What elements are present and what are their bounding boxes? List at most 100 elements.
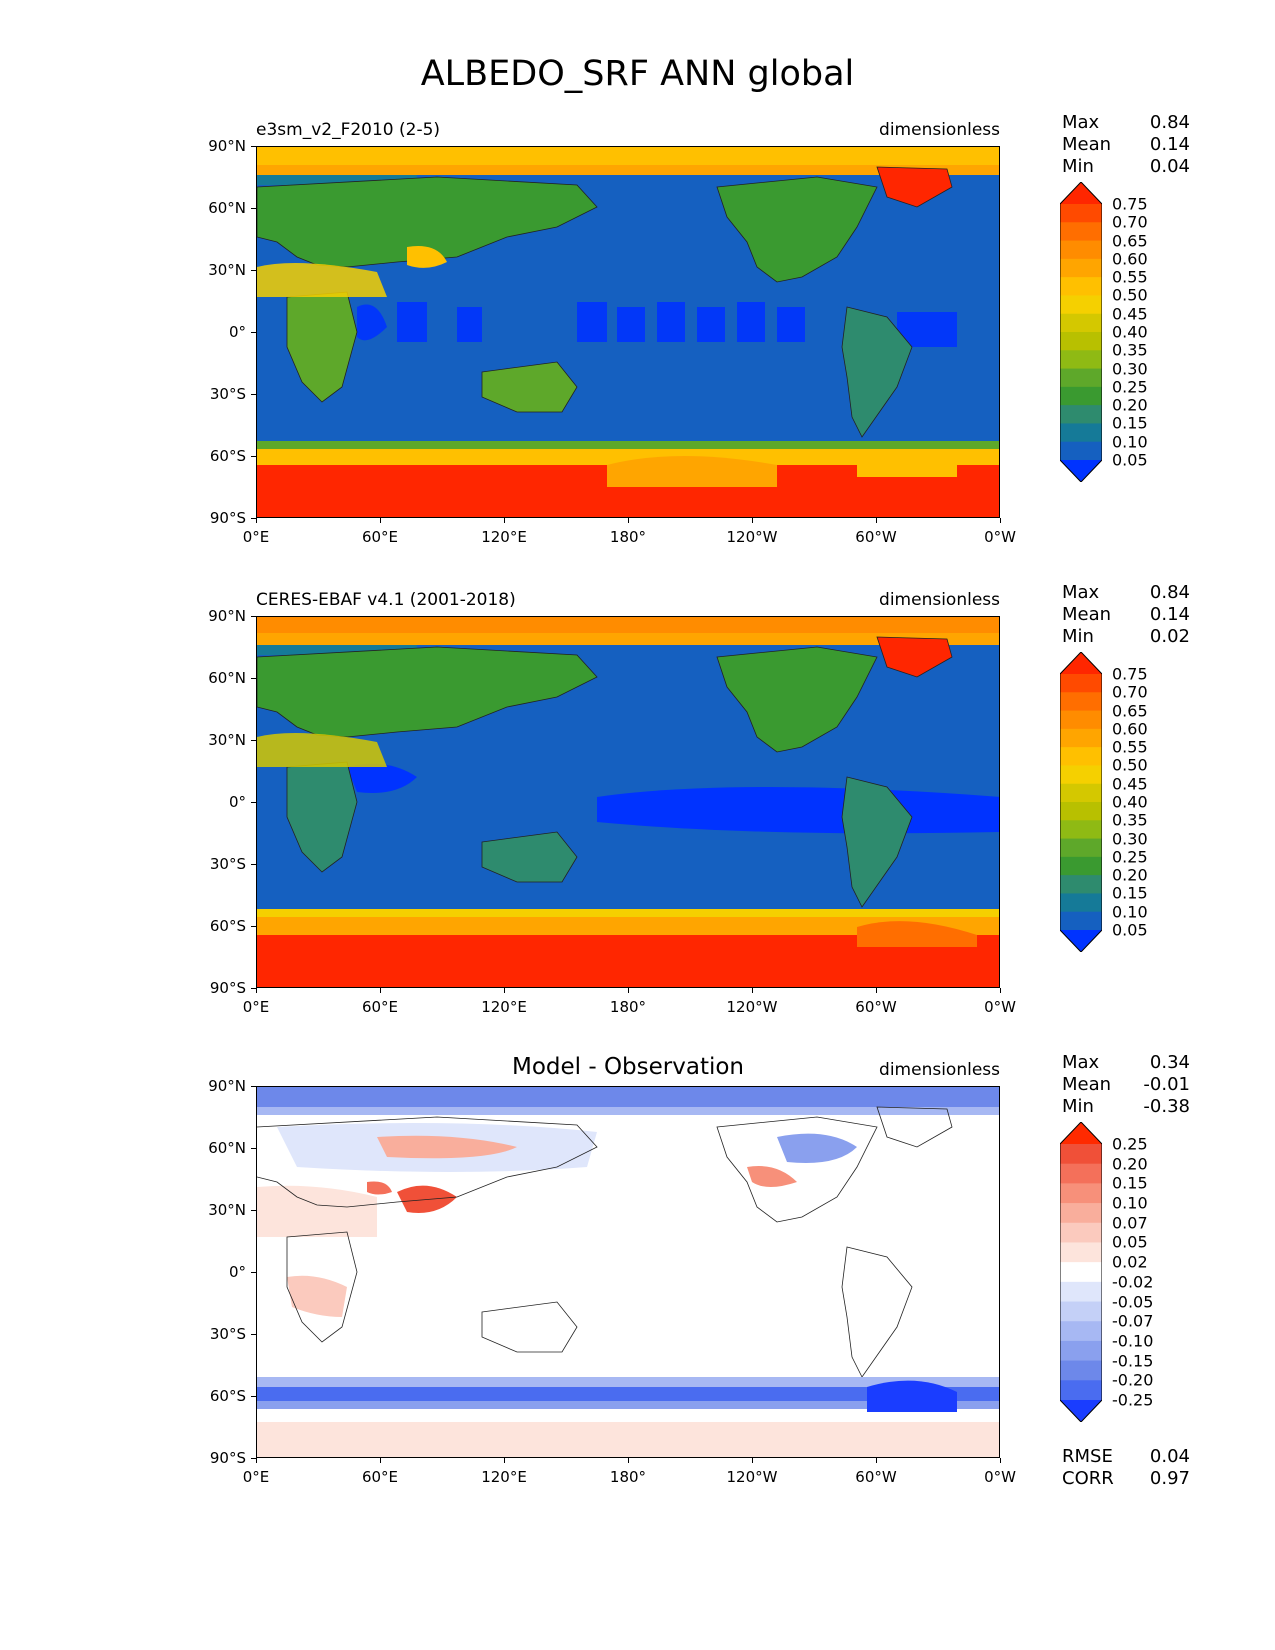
colorbar-level-label: 0.65	[1112, 231, 1148, 251]
colorbar-segment	[1060, 802, 1102, 821]
stat-min-label: Min	[1062, 156, 1094, 177]
colorbar-level-label: 0.10	[1112, 432, 1148, 452]
x-tick-label: 120°W	[726, 528, 778, 546]
colorbar-level-label: -0.07	[1112, 1311, 1154, 1331]
colorbar-level-label: 0.20	[1112, 1154, 1148, 1174]
panel-title: CERES-EBAF v4.1 (2001-2018)	[256, 590, 516, 610]
colorbar-segment	[1060, 204, 1102, 223]
x-tick-mark	[752, 1458, 753, 1463]
stat-max-label: Max	[1062, 112, 1100, 133]
stats-box: Max 0.84 Mean 0.14 Min 0.04	[1062, 112, 1190, 178]
colorbar-segment	[1060, 386, 1102, 406]
x-tick-label: 120°W	[726, 998, 778, 1016]
stat-mean-value: 0.14	[1149, 604, 1190, 625]
x-tick-mark	[1000, 988, 1001, 993]
colorbar-level-label: 0.40	[1112, 322, 1148, 342]
x-tick-mark	[628, 988, 629, 993]
y-tick-label: 0°	[228, 323, 246, 341]
x-tick-label: 120°E	[481, 528, 527, 546]
colorbar-level-label: 0.35	[1112, 340, 1148, 360]
colorbar-level-label: 0.05	[1112, 920, 1148, 940]
x-tick-label: 120°W	[726, 1468, 778, 1486]
x-tick-label: 60°W	[855, 528, 897, 546]
y-tick-label: 30°N	[208, 731, 246, 749]
y-tick-mark	[251, 1210, 256, 1211]
colorbar-segment	[1060, 441, 1102, 461]
x-tick-label: 180°	[609, 998, 647, 1016]
y-tick-mark	[251, 988, 256, 989]
stat-max-label: Max	[1062, 582, 1100, 603]
x-tick-label: 120°E	[481, 998, 527, 1016]
colorbar-segment	[1060, 1340, 1102, 1362]
colorbar-segment	[1060, 368, 1102, 388]
y-tick-label: 90°S	[209, 1449, 246, 1467]
x-tick-mark	[380, 988, 381, 993]
colorbar-level-label: 0.60	[1112, 719, 1148, 739]
x-tick-label: 60°E	[361, 998, 399, 1016]
y-tick-mark	[251, 456, 256, 457]
colorbar-level-label: 0.25	[1112, 847, 1148, 867]
y-tick-mark	[251, 616, 256, 617]
x-tick-mark	[628, 518, 629, 523]
stat-mean-label: Mean	[1062, 134, 1112, 155]
y-tick-label: 30°S	[209, 855, 246, 873]
stat-mean-label: Mean	[1062, 604, 1112, 625]
corr-value: 0.97	[1149, 1468, 1190, 1489]
y-tick-mark	[251, 1148, 256, 1149]
y-tick-mark	[251, 518, 256, 519]
colorbar-segment	[1060, 1262, 1102, 1283]
y-tick-mark	[251, 926, 256, 927]
y-tick-label: 30°S	[209, 1325, 246, 1343]
colorbar-segment	[1060, 893, 1102, 913]
colorbar-segment	[1060, 783, 1102, 803]
colorbar-level-label: 0.15	[1112, 1173, 1148, 1193]
stat-max-label: Max	[1062, 1052, 1100, 1073]
colorbar-extend-top	[1060, 652, 1102, 674]
x-tick-label: 120°E	[481, 1468, 527, 1486]
colorbar-level-label: -0.15	[1112, 1351, 1154, 1371]
y-tick-label: 0°	[228, 793, 246, 811]
colorbar-segment	[1060, 405, 1102, 424]
colorbar-level-label: 0.05	[1112, 1232, 1148, 1252]
colorbar-level-label: 0.55	[1112, 267, 1148, 287]
colorbar-extend-bottom	[1060, 930, 1102, 952]
y-tick-label: 0°	[228, 1263, 246, 1281]
colorbar-extend-bottom	[1060, 460, 1102, 482]
colorbar-segment	[1060, 875, 1102, 894]
corr-label: CORR	[1062, 1468, 1114, 1489]
y-tick-label: 90°N	[208, 607, 246, 625]
colorbar-level-label: 0.70	[1112, 212, 1148, 232]
colorbar-segment	[1060, 1301, 1102, 1322]
rmse-value: 0.04	[1149, 1446, 1190, 1467]
colorbar-level-label: 0.07	[1112, 1213, 1148, 1233]
stat-max-value: 0.34	[1149, 1052, 1190, 1073]
colorbar	[1060, 652, 1102, 952]
colorbar-segment	[1060, 222, 1102, 242]
colorbar-segment	[1060, 674, 1102, 693]
colorbar-segment	[1060, 1163, 1102, 1184]
map-model	[256, 146, 1000, 518]
x-tick-label: 0°E	[242, 1468, 270, 1486]
colorbar-level-label: 0.70	[1112, 682, 1148, 702]
colorbar-extend-top	[1060, 1122, 1102, 1144]
stat-max-value: 0.84	[1149, 112, 1190, 133]
y-tick-mark	[251, 270, 256, 271]
x-tick-label: 0°E	[242, 528, 270, 546]
colorbar-segment	[1060, 295, 1102, 315]
x-tick-mark	[752, 988, 753, 993]
colorbar-level-label: 0.10	[1112, 1193, 1148, 1213]
colorbar-level-label: 0.75	[1112, 194, 1148, 214]
panel-title: Model - Observation	[511, 1054, 745, 1080]
stat-max-value: 0.84	[1149, 582, 1190, 603]
colorbar-segment	[1060, 313, 1102, 333]
colorbar-level-label: -0.25	[1112, 1390, 1154, 1410]
y-tick-label: 60°N	[208, 669, 246, 687]
x-tick-mark	[876, 988, 877, 993]
colorbar-segment	[1060, 911, 1102, 931]
y-tick-label: 60°S	[209, 917, 246, 935]
colorbar-level-label: -0.05	[1112, 1292, 1154, 1312]
y-tick-mark	[251, 1086, 256, 1087]
colorbar-segment	[1060, 838, 1102, 858]
y-tick-mark	[251, 678, 256, 679]
y-tick-mark	[251, 394, 256, 395]
